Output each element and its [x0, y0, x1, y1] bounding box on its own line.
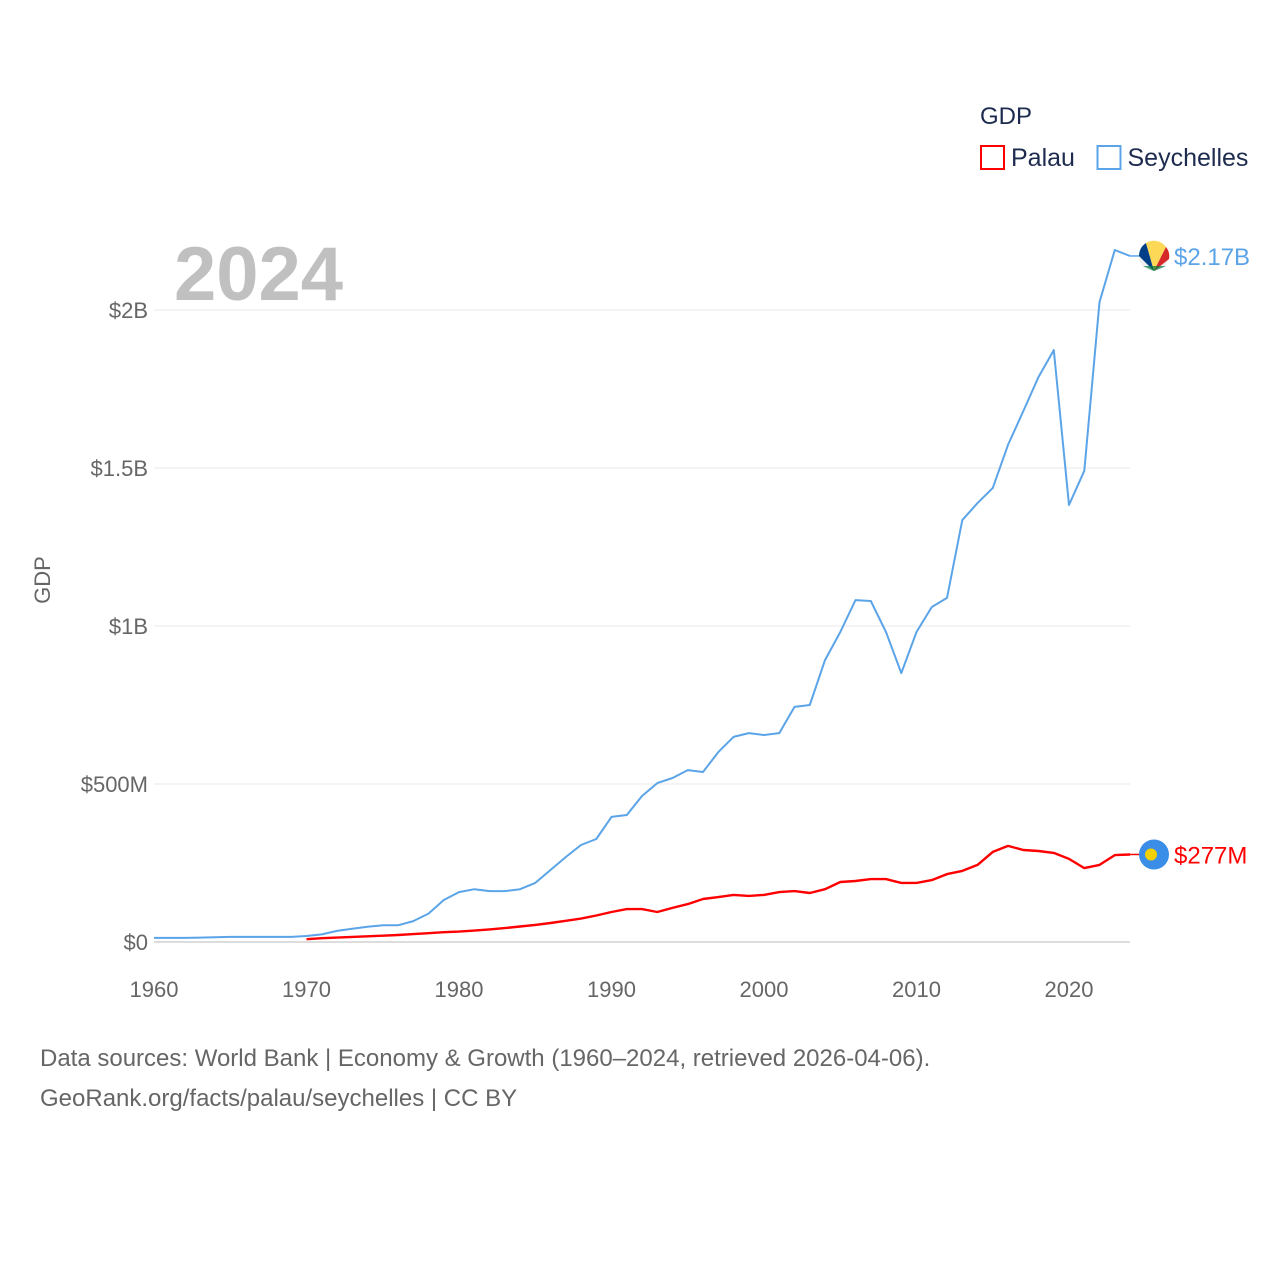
x-tick-label: 2010: [892, 977, 941, 1002]
legend-swatch-seychelles: [1096, 145, 1122, 170]
x-tick-label: 1970: [282, 977, 331, 1002]
data-source-note: Data sources: World Bank | Economy & Gro…: [40, 1045, 931, 1072]
flag-green: [1143, 265, 1166, 271]
flag-red: [1154, 246, 1170, 271]
y-tick-label: $1.5B: [91, 456, 149, 481]
year-watermark: 2024: [174, 232, 343, 317]
y-tick-label: $0: [124, 930, 148, 955]
series-line-seychelles: [154, 249, 1131, 939]
legend-swatch-palau: [980, 145, 1005, 170]
y-tick-label: $500M: [81, 772, 148, 797]
legend-label-palau: Palau: [1011, 144, 1075, 172]
flag-yellow: [1146, 240, 1166, 271]
x-tick-label: 1960: [130, 977, 179, 1002]
legend-label-seychelles: Seychelles: [1128, 144, 1249, 172]
x-tick-label: 2000: [740, 977, 789, 1002]
y-tick-label: $2B: [109, 298, 148, 323]
palau-flag-moon: [1145, 848, 1157, 861]
y-axis-label: GDP: [30, 556, 55, 604]
flag-blue: [1138, 242, 1154, 271]
x-tick-label: 1980: [435, 977, 484, 1002]
series-line-palau: [306, 844, 1131, 941]
end-value-label-palau: $277M: [1174, 842, 1247, 869]
legend-title: GDP: [980, 103, 1032, 130]
x-tick-label: 2020: [1045, 977, 1094, 1002]
x-tick-label: 1990: [587, 977, 636, 1002]
attribution-link[interactable]: GeoRank.org/facts/palau/seychelles | CC …: [40, 1085, 518, 1112]
end-value-label-seychelles: $2.17B: [1174, 244, 1250, 271]
y-tick-label: $1B: [109, 614, 148, 639]
